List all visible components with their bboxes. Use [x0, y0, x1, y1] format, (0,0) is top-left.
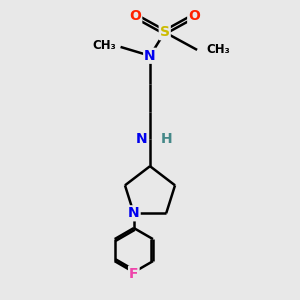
Text: N: N — [128, 206, 140, 220]
Text: N: N — [144, 49, 156, 63]
Text: H: H — [160, 132, 172, 146]
Text: O: O — [129, 9, 141, 23]
Text: CH₃: CH₃ — [206, 44, 230, 56]
Text: CH₃: CH₃ — [92, 39, 116, 52]
Text: N: N — [135, 132, 147, 146]
Text: F: F — [129, 267, 139, 281]
Text: S: S — [160, 25, 170, 39]
Text: O: O — [188, 9, 200, 23]
